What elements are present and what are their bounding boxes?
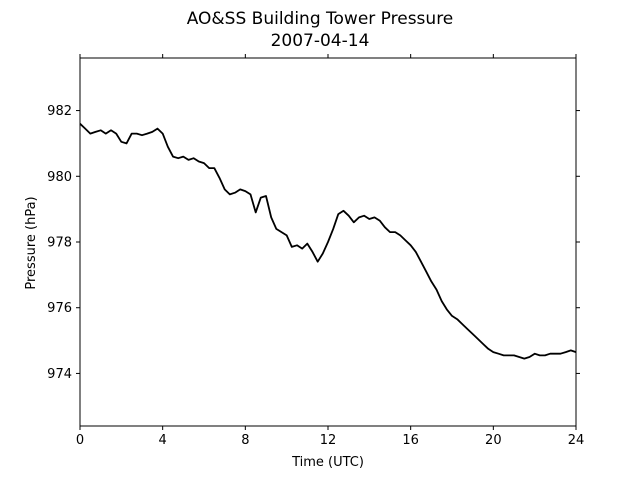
y-tick-label: 976 <box>47 301 72 316</box>
x-axis-label: Time (UTC) <box>291 455 364 470</box>
y-axis-label: Pressure (hPa) <box>24 196 39 289</box>
x-tick-label: 24 <box>568 433 585 448</box>
plot-area: 0 4 8 12 16 20 24 974 976 978 980 982 <box>47 54 584 448</box>
chart-title: AO&SS Building Tower Pressure <box>187 9 454 29</box>
x-tick-label: 12 <box>320 433 337 448</box>
pressure-series-line <box>79 123 577 360</box>
x-tick-label: 16 <box>402 433 419 448</box>
y-tick-label: 978 <box>47 236 72 251</box>
y-tick-label: 974 <box>47 367 72 382</box>
x-tick-label: 8 <box>241 433 249 448</box>
y-tick-label: 982 <box>47 104 72 119</box>
x-tick-label: 20 <box>485 433 502 448</box>
y-tick-label: 980 <box>47 170 72 185</box>
x-tick-label: 4 <box>159 433 167 448</box>
x-tick-label: 0 <box>76 433 84 448</box>
chart-subtitle: 2007-04-14 <box>271 31 370 51</box>
